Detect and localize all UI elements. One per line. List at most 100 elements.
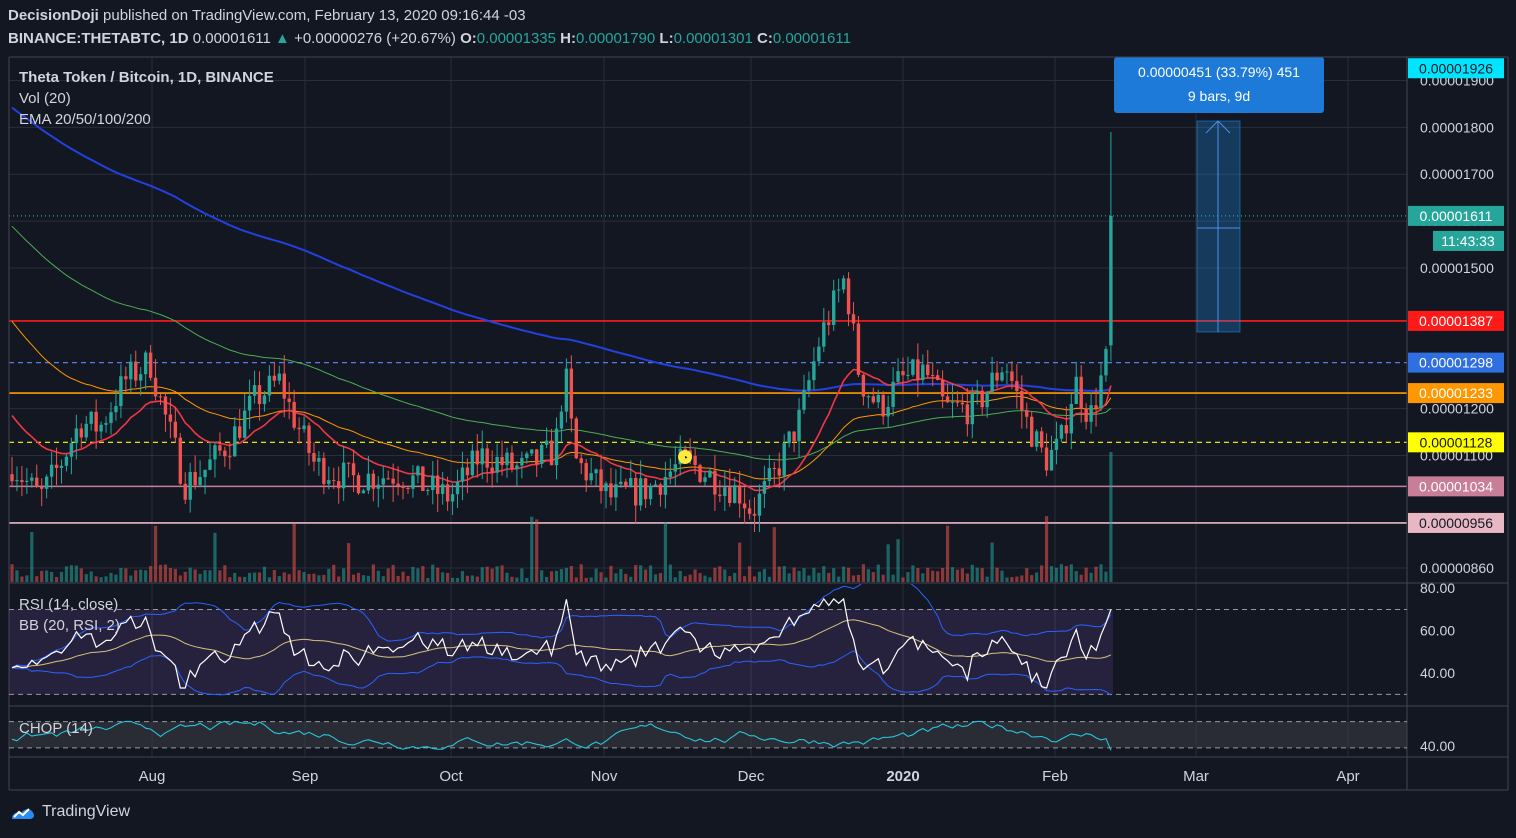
legend-rsi[interactable]: RSI (14, close): [19, 596, 118, 613]
volume-bar: [64, 566, 69, 582]
volume-bar: [139, 569, 143, 582]
candle-body: [980, 390, 984, 408]
candle-body: [322, 457, 326, 484]
candle-body: [703, 477, 707, 482]
candle-body: [757, 493, 762, 516]
candle-body: [20, 480, 24, 483]
candle-body: [124, 376, 128, 380]
candle-body: [940, 379, 945, 397]
idea-marker-icon[interactable]: [678, 450, 692, 464]
candle-body: [950, 401, 955, 403]
candle-body: [535, 449, 539, 464]
candle-body: [871, 396, 875, 403]
volume-bar: [470, 575, 474, 582]
legend-vol[interactable]: Vol (20): [19, 90, 71, 107]
volume-bar: [911, 565, 915, 582]
legend-ema[interactable]: EMA 20/50/100/200: [19, 111, 151, 128]
candle-body: [35, 477, 39, 487]
volume-bar: [743, 576, 747, 582]
volume-bar: [173, 568, 177, 582]
candle-body: [94, 411, 98, 432]
price-axis[interactable]: 0.000019000.000018000.000017000.00001600…: [1420, 72, 1494, 753]
candle-body: [223, 450, 227, 457]
candle-body: [426, 490, 430, 492]
price-label-box: [1408, 432, 1504, 453]
volume-bar: [505, 572, 509, 582]
candle-body: [792, 431, 796, 442]
candlesticks: [10, 132, 1113, 533]
candle-body: [1064, 425, 1069, 434]
volume-bar: [233, 572, 237, 582]
price-label-text: 0.00001611: [1420, 208, 1493, 224]
publish-line: DecisionDoji published on TradingView.co…: [8, 7, 526, 24]
up-arrow-icon: ▲: [275, 30, 290, 47]
candle-body: [549, 440, 554, 466]
candle-body: [421, 466, 425, 491]
author-name[interactable]: DecisionDoji: [8, 7, 99, 24]
candle-body: [629, 478, 633, 487]
tradingview-logo-icon: [12, 808, 34, 819]
candle-body: [272, 375, 277, 381]
candle-body: [817, 346, 821, 362]
volume-bar: [609, 565, 613, 582]
candle-body: [337, 481, 341, 489]
time-tick-label: Sep: [292, 768, 319, 785]
legend-bb[interactable]: BB (20, RSI, 2): [19, 617, 120, 634]
candle-body: [614, 484, 618, 498]
candle-body: [173, 421, 178, 438]
volume-bar: [703, 575, 707, 582]
open-value: 0.00001335: [476, 30, 556, 47]
horizontal-levels[interactable]: [9, 215, 1407, 524]
volume-bar: [342, 568, 346, 582]
candle-body: [341, 462, 346, 489]
volume-bar: [584, 577, 588, 582]
candle-body: [1089, 405, 1093, 422]
volume-bar: [802, 568, 806, 582]
volume-bar: [475, 576, 479, 582]
candle-body: [1044, 447, 1049, 471]
volume-bar: [480, 567, 484, 582]
candle-body: [802, 390, 806, 410]
rsi-pane: [9, 584, 1407, 696]
chop-tick-label: 40.00: [1420, 738, 1455, 754]
time-tick-label: Feb: [1042, 768, 1068, 785]
measure-tool[interactable]: 0.00000451 (33.79%) 451 9 bars, 9d: [1114, 57, 1324, 333]
candle-body: [242, 410, 247, 438]
tradingview-brand[interactable]: TradingView: [10, 803, 130, 821]
price-label-box: [1408, 310, 1504, 331]
ohlc-line: BINANCE:THETABTC, 1D 0.00001611 ▲ +0.000…: [8, 30, 851, 47]
countdown-text: 11:43:33: [1441, 233, 1495, 249]
candle-body: [69, 443, 74, 457]
volume-bar: [896, 539, 900, 582]
candle-body: [609, 483, 613, 498]
volume-bar: [945, 525, 950, 582]
volume-bar: [376, 570, 380, 582]
legend-chop[interactable]: CHOP (14): [19, 720, 93, 737]
pane-borders: [8, 56, 1509, 791]
volume-bar: [728, 576, 732, 582]
legend-title[interactable]: Theta Token / Bitcoin, 1D, BINANCE: [19, 69, 274, 86]
volume-bar: [1059, 564, 1063, 582]
candle-body: [1034, 431, 1039, 447]
candle-body: [797, 409, 801, 442]
candle-body: [401, 485, 405, 489]
price-label-text: 0.00001926: [1419, 60, 1493, 76]
candle-body: [450, 494, 455, 502]
ema50-line: [11, 320, 1112, 480]
time-axis[interactable]: Aug Sep Oct Nov Dec 2020 Feb Mar Apr: [139, 768, 1360, 785]
volume-bar: [50, 571, 54, 582]
price-label-box: [1408, 383, 1504, 404]
candle-body: [648, 485, 653, 500]
candle-body: [40, 486, 44, 489]
volume-bar: [243, 576, 247, 582]
volume-bar: [906, 572, 910, 582]
volume-bar: [168, 568, 172, 582]
last-price: 0.00001611: [192, 30, 271, 47]
candle-body: [129, 361, 133, 380]
candle-body: [346, 462, 351, 464]
idea-marker[interactable]: ◔: [678, 450, 692, 464]
volume-bar: [297, 570, 301, 582]
candle-body: [698, 464, 702, 482]
volume-bar: [594, 568, 598, 582]
